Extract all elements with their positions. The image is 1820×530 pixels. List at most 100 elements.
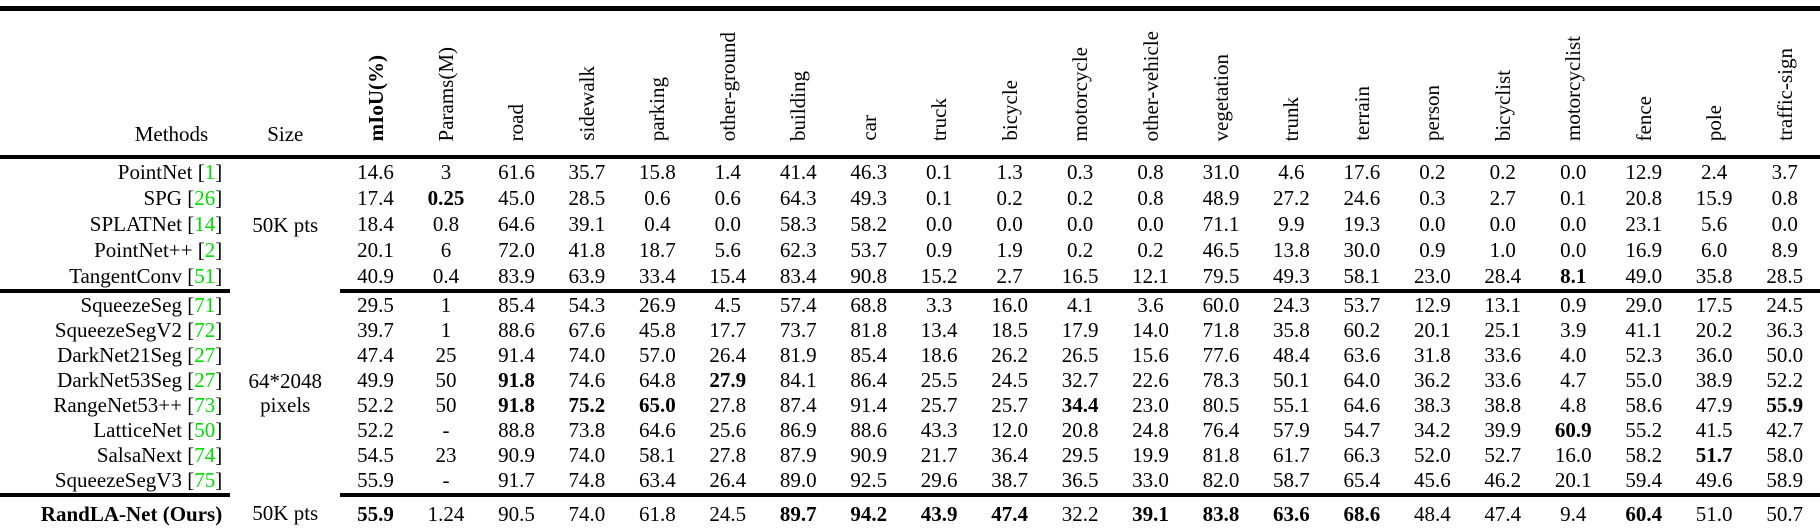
value-cell-road: 61.6 <box>498 159 535 184</box>
value-cell-traffic-sign: 58.0 <box>1766 443 1804 467</box>
value-cell-terrain: 30.0 <box>1343 237 1381 262</box>
header-col-traffic-sign: traffic-sign <box>1749 8 1820 159</box>
value-cell-truck: 29.6 <box>903 468 975 497</box>
value-cell-motorcyclist: 9.4 <box>1538 495 1609 530</box>
value-cell-terrain: 53.7 <box>1343 293 1381 317</box>
value-cell-bicyclist: 0.0 <box>1489 211 1516 236</box>
method-name: DarkNet53Seg [ <box>57 368 195 392</box>
header-col-car: car <box>833 8 904 159</box>
value-cell-sidewalk: 74.0 <box>568 343 606 367</box>
value-cell-terrain: 60.2 <box>1343 318 1381 342</box>
value-cell-vegetation: 79.5 <box>1185 263 1257 293</box>
rotated-col-label: Params(M) <box>433 46 458 141</box>
value-cell-params-m-: 50 <box>435 368 457 392</box>
value-cell-motorcyclist: 8.1 <box>1538 263 1609 293</box>
table-row-ours: RandLA-Net (Ours) 50K pts 55.9 1.24 90.5 74.0… <box>0 495 1820 530</box>
value-cell-vegetation: 76.4 <box>1202 418 1240 442</box>
header-col-bicyclist: bicyclist <box>1467 8 1539 159</box>
value-cell-bicyclist: 46.2 <box>1467 468 1539 497</box>
rotated-col-label: pole <box>1702 104 1727 141</box>
citation-ref: 74 <box>194 443 216 467</box>
value-cell-building: 58.3 <box>779 211 817 236</box>
value-cell-sidewalk: 73.8 <box>568 418 606 442</box>
value-cell-bicycle: 18.5 <box>991 318 1028 342</box>
value-cell-person: 20.1 <box>1413 318 1451 342</box>
citation-bracket: ] <box>215 263 223 288</box>
header-col-miou-: mIoU(%) <box>340 8 411 159</box>
value-cell-trunk: 50.1 <box>1273 368 1310 392</box>
value-cell-miou-: 49.9 <box>357 368 394 392</box>
table-row: DarkNet21Seg [27] 47.4 25 91.4 74.0 57.0 26.4 8… <box>0 343 1820 368</box>
value-cell-other-ground: 27.9 <box>709 368 747 392</box>
value-cell-parking: 18.7 <box>638 237 676 262</box>
value-cell-motorcycle: 0.2 <box>1066 185 1094 210</box>
citation-ref: 27 <box>194 368 216 392</box>
header-col-other-vehicle: other-vehicle <box>1115 8 1186 159</box>
citation-ref: 72 <box>194 318 216 342</box>
method-name: PointNet [ <box>117 159 205 184</box>
value-cell-person: 34.2 <box>1413 418 1451 442</box>
value-cell-motorcycle: 4.1 <box>1066 293 1094 317</box>
value-cell-pole: 20.2 <box>1695 318 1733 342</box>
value-cell-miou-: 29.5 <box>357 293 394 317</box>
value-cell-fence: 29.0 <box>1625 293 1663 317</box>
value-cell-pole: 51.0 <box>1678 495 1750 530</box>
value-cell-other-ground: 4.5 <box>714 293 741 317</box>
value-cell-building: 57.4 <box>779 293 817 317</box>
method-cell: PointNet [1] <box>0 157 230 185</box>
value-cell-params-m-: 0.4 <box>410 263 482 293</box>
citation-ref: 26 <box>194 185 216 210</box>
value-cell-parking: 65.0 <box>638 393 676 417</box>
value-cell-terrain: 54.7 <box>1343 418 1381 442</box>
table-row: SalsaNext [74] 54.5 23 90.9 74.0 58.1 27.8 87.9… <box>0 443 1820 468</box>
value-cell-motorcyclist: 16.0 <box>1554 443 1592 467</box>
value-cell-terrain: 58.1 <box>1326 263 1398 293</box>
value-cell-traffic-sign: 28.5 <box>1749 263 1820 293</box>
value-cell-other-ground: 26.4 <box>709 343 747 367</box>
value-cell-other-vehicle: 19.9 <box>1132 443 1169 467</box>
citation-bracket: ] <box>215 343 223 367</box>
method-name: TangentConv [ <box>69 263 195 288</box>
value-cell-pole: 5.6 <box>1701 211 1728 236</box>
value-cell-road: 85.4 <box>498 293 535 317</box>
value-cell-parking: 64.8 <box>638 368 676 392</box>
value-cell-parking: 64.6 <box>638 418 676 442</box>
value-cell-terrain: 66.3 <box>1343 443 1381 467</box>
value-cell-bicyclist: 52.7 <box>1484 443 1522 467</box>
value-cell-bicycle: 12.0 <box>991 418 1028 442</box>
value-cell-car: 81.8 <box>850 318 888 342</box>
value-cell-person: 45.6 <box>1397 468 1468 497</box>
header-col-road: road <box>481 8 552 159</box>
value-cell-trunk: 24.3 <box>1273 293 1310 317</box>
citation-ref: 27 <box>194 343 216 367</box>
value-cell-traffic-sign: 0.0 <box>1771 211 1798 236</box>
value-cell-pole: 17.5 <box>1695 293 1733 317</box>
value-cell-bicyclist: 13.1 <box>1484 293 1522 317</box>
value-cell-vegetation: 60.0 <box>1202 293 1240 317</box>
value-cell-bicyclist: 33.6 <box>1484 343 1522 367</box>
value-cell-other-vehicle: 23.0 <box>1132 393 1169 417</box>
value-cell-motorcyclist: 4.8 <box>1560 393 1587 417</box>
value-cell-fence: 16.9 <box>1625 237 1663 262</box>
rotated-col-label: other-ground <box>715 31 740 141</box>
value-cell-person: 0.3 <box>1419 185 1446 210</box>
value-cell-car: 86.4 <box>850 368 888 392</box>
value-cell-building: 84.1 <box>779 368 817 392</box>
value-cell-motorcyclist: 0.9 <box>1560 293 1587 317</box>
value-cell-sidewalk: 39.1 <box>568 211 606 236</box>
rotated-col-label: other-vehicle <box>1138 30 1163 141</box>
value-cell-truck: 15.2 <box>903 263 975 293</box>
value-cell-motorcycle: 36.5 <box>1044 468 1116 497</box>
citation-bracket: ] <box>215 368 223 392</box>
value-cell-motorcyclist: 20.1 <box>1538 468 1609 497</box>
value-cell-person: 38.3 <box>1413 393 1451 417</box>
value-cell-pole: 36.0 <box>1695 343 1733 367</box>
value-cell-trunk: 4.6 <box>1278 159 1305 184</box>
value-cell-motorcycle: 29.5 <box>1061 443 1099 467</box>
value-cell-pole: 38.9 <box>1695 368 1733 392</box>
method-cell: DarkNet53Seg [27] <box>0 368 230 393</box>
table-row: SqueezeSeg [71] 64*2048 pixels 29.5 1 85.4 54.… <box>0 291 1820 417</box>
value-cell-parking: 45.8 <box>638 318 676 342</box>
table-row: DarkNet53Seg [27] 49.9 50 91.8 74.6 64.8 27.9 8… <box>0 368 1820 393</box>
value-cell-vegetation: 31.0 <box>1202 159 1240 184</box>
